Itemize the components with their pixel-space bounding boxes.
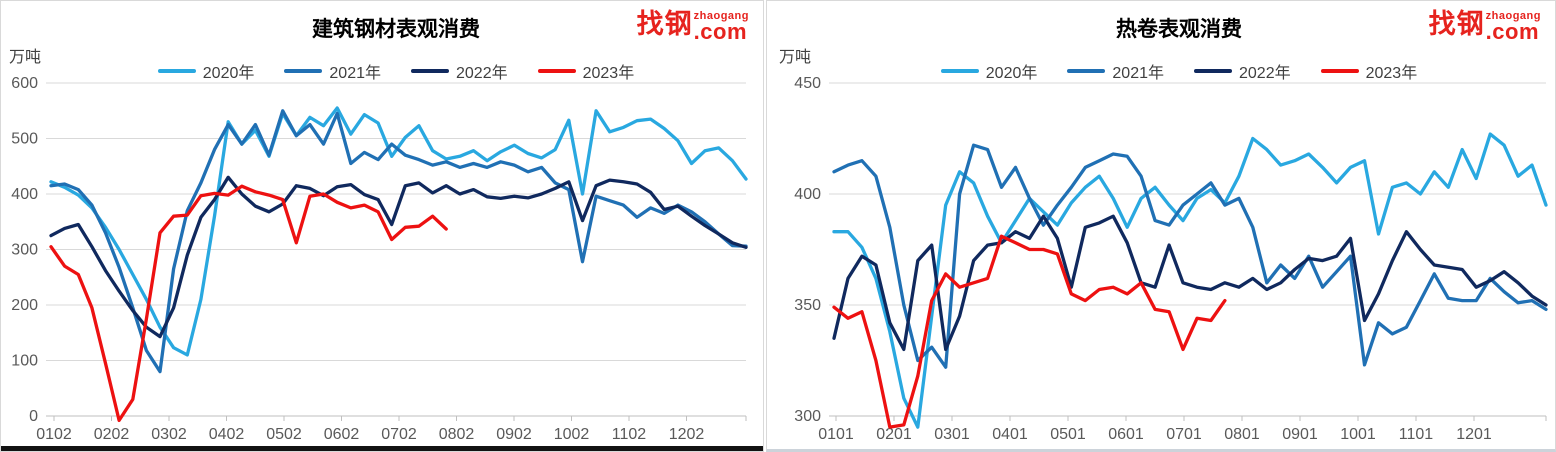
x-tick-label: 0901: [1282, 426, 1318, 443]
x-tick-label: 1101: [1399, 426, 1434, 443]
y-tick-label: 500: [11, 131, 38, 148]
legend-swatch-2023: [537, 69, 576, 73]
x-tick-label: 0502: [266, 426, 302, 443]
legend-swatch-2020: [940, 69, 979, 73]
x-tick-label: 0501: [1050, 426, 1086, 443]
bottom-window-edge: [1, 446, 763, 451]
legend-item-2023: 2023年: [537, 59, 635, 83]
zhaogang-logo: 找钢 zhaogang .com: [1429, 11, 1541, 43]
x-tick-label: 1202: [669, 426, 705, 443]
legend-item-2022: 2022年: [1194, 59, 1291, 83]
logo-brand-text: 找钢: [636, 9, 693, 39]
y-tick-label: 450: [794, 75, 821, 92]
y-tick-label: 400: [794, 186, 821, 203]
series-line-2023年: [832, 234, 1227, 429]
y-axis-unit: 万吨: [779, 49, 812, 66]
legend-item-2022: 2022年: [411, 59, 508, 83]
chart-panel-construction-steel: 万吨 建筑钢材表观消费 2020年 2021年 2022年 2023年 找钢 z…: [0, 0, 764, 452]
series-line-2023年: [49, 184, 448, 423]
logo-stack: zhaogang .com: [1486, 11, 1541, 43]
logo-suffix: .com: [693, 19, 748, 44]
x-tick-label: 0702: [381, 426, 417, 443]
x-tick-label: 0101: [818, 426, 854, 443]
legend-item-2021: 2021年: [1067, 59, 1164, 83]
y-tick-label: 300: [794, 408, 821, 425]
legend-item-2021: 2021年: [284, 59, 381, 83]
legend-label-2022: 2022年: [456, 65, 508, 82]
x-tick-label: 0701: [1166, 426, 1202, 443]
legend-label-2021: 2021年: [329, 65, 381, 82]
series-line-2022年: [832, 214, 1548, 352]
y-tick-label: 400: [11, 186, 38, 203]
y-tick-label: 200: [11, 297, 38, 314]
line-chart-hot-coil: 300 350 400 450 0101 0201 0301 0401 0501 0601 0701…: [794, 75, 1548, 443]
x-tick-label: 0801: [1224, 426, 1260, 443]
legend-label-2023: 2023年: [582, 65, 635, 82]
legend-swatch-2022: [1194, 69, 1232, 73]
logo-superscript: zhaogang: [1485, 10, 1541, 22]
y-tick-label: 0: [29, 408, 38, 425]
y-tick-label: 100: [11, 353, 38, 370]
x-tick-label: 1102: [612, 426, 647, 443]
legend-label-2020: 2020年: [985, 65, 1038, 82]
y-tick-label: 350: [794, 297, 821, 314]
chart-legend: 2020年 2021年 2022年 2023年: [46, 59, 746, 83]
chart-panel-hot-coil: 万吨 热卷表观消费 2020年 2021年 2022年 2023年 找钢 zha…: [766, 0, 1556, 452]
legend-swatch-2022: [411, 69, 449, 73]
legend-label-2022: 2022年: [1239, 65, 1291, 82]
x-tick-label: 0302: [151, 426, 187, 443]
legend-item-2023: 2023年: [1320, 59, 1418, 83]
legend-label-2021: 2021年: [1112, 65, 1164, 82]
legend-swatch-2023: [1320, 69, 1359, 73]
x-tick-label: 0202: [94, 426, 130, 443]
x-tick-label: 0201: [876, 426, 912, 443]
x-tick-label: 0802: [439, 426, 475, 443]
legend-item-2020: 2020年: [940, 59, 1038, 83]
series-line-2020年: [49, 106, 748, 357]
logo-suffix: .com: [1485, 19, 1540, 44]
y-axis-unit: 万吨: [9, 49, 42, 66]
x-tick-label: 1001: [1340, 426, 1376, 443]
x-tick-label: 0902: [496, 426, 532, 443]
series-line-2022年: [49, 175, 748, 339]
legend-swatch-2021: [1067, 69, 1106, 73]
x-tick-label: 0601: [1108, 426, 1144, 443]
x-tick-label: 0102: [36, 426, 72, 443]
x-tick-label: 1201: [1456, 426, 1492, 443]
logo-stack: zhaogang .com: [694, 11, 749, 43]
legend-swatch-2021: [284, 69, 323, 73]
series-line-2020年: [832, 132, 1548, 429]
y-tick-label: 600: [11, 75, 38, 92]
y-tick-label: 300: [11, 242, 38, 259]
legend-swatch-2020: [157, 69, 196, 73]
x-tick-label: 0402: [209, 426, 245, 443]
x-tick-label: 0602: [324, 426, 360, 443]
x-tick-label: 1002: [554, 426, 590, 443]
x-tick-label: 0401: [992, 426, 1028, 443]
chart-title: 热卷表观消费: [1116, 18, 1242, 41]
chart-title: 建筑钢材表观消费: [312, 18, 480, 41]
legend-label-2023: 2023年: [1365, 65, 1418, 82]
logo-superscript: zhaogang: [693, 10, 749, 22]
zhaogang-logo: 找钢 zhaogang .com: [637, 11, 749, 43]
legend-label-2020: 2020年: [202, 65, 255, 82]
line-chart-construction-steel: 0 100 200 300 400 500 600 0102 0202 0302 0402 0502 0…: [11, 75, 748, 443]
logo-brand-text: 找钢: [1428, 9, 1485, 39]
x-tick-label: 0301: [934, 426, 970, 443]
chart-legend: 2020年 2021年 2022年 2023年: [829, 59, 1529, 83]
legend-item-2020: 2020年: [157, 59, 255, 83]
